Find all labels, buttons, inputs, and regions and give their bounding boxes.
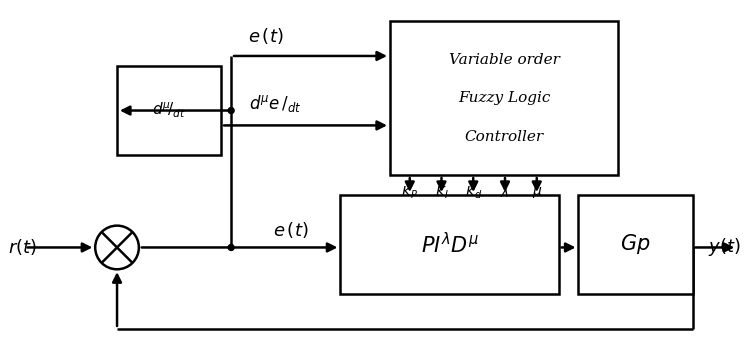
- Text: $\mathit{PI}^{\lambda}\mathit{D}^{\mu}$: $\mathit{PI}^{\lambda}\mathit{D}^{\mu}$: [421, 232, 479, 257]
- Bar: [341, 195, 559, 294]
- Bar: [390, 21, 618, 175]
- Text: $e\,(t)$: $e\,(t)$: [273, 220, 309, 240]
- Text: $d^{\mu}e\,/_{dt}$: $d^{\mu}e\,/_{dt}$: [249, 92, 302, 114]
- Text: $Gp$: $Gp$: [621, 232, 651, 256]
- Bar: [117, 66, 221, 155]
- Text: Variable order: Variable order: [448, 53, 559, 67]
- Text: $K_P$: $K_P$: [401, 185, 418, 201]
- Text: $K_d$: $K_d$: [464, 185, 482, 201]
- Text: $d^{\mu}\!/_{dt}$: $d^{\mu}\!/_{dt}$: [152, 101, 186, 120]
- Bar: [578, 195, 692, 294]
- Text: $\lambda$: $\lambda$: [501, 185, 510, 200]
- Text: $\mu$: $\mu$: [532, 185, 542, 200]
- Text: $K_I$: $K_I$: [435, 185, 448, 201]
- Circle shape: [228, 107, 234, 114]
- Text: $e\,(t)$: $e\,(t)$: [248, 26, 284, 46]
- Circle shape: [228, 245, 234, 251]
- Text: $r(t)$: $r(t)$: [8, 237, 37, 257]
- Text: $y(t)$: $y(t)$: [707, 236, 740, 258]
- Text: Controller: Controller: [464, 130, 544, 144]
- Text: Fuzzy Logic: Fuzzy Logic: [458, 91, 550, 105]
